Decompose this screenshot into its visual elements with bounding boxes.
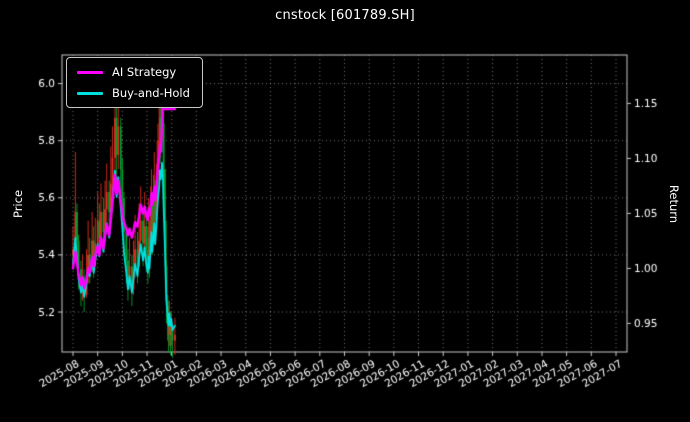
ai-strategy-line-swatch (77, 70, 103, 74)
legend-label-ai-strategy: AI Strategy (112, 65, 177, 79)
legend: AI Strategy Buy-and-Hold (66, 57, 203, 108)
y-axis-label-return: Return (667, 184, 681, 224)
buy-and-hold-line-swatch (77, 91, 103, 95)
legend-item-ai-strategy: AI Strategy (77, 65, 190, 79)
legend-item-buy-and-hold: Buy-and-Hold (77, 86, 190, 100)
y-axis-label-price: Price (11, 189, 25, 219)
legend-label-buy-and-hold: Buy-and-Hold (112, 86, 190, 100)
chart-title: cnstock [601789.SH] (275, 8, 415, 23)
